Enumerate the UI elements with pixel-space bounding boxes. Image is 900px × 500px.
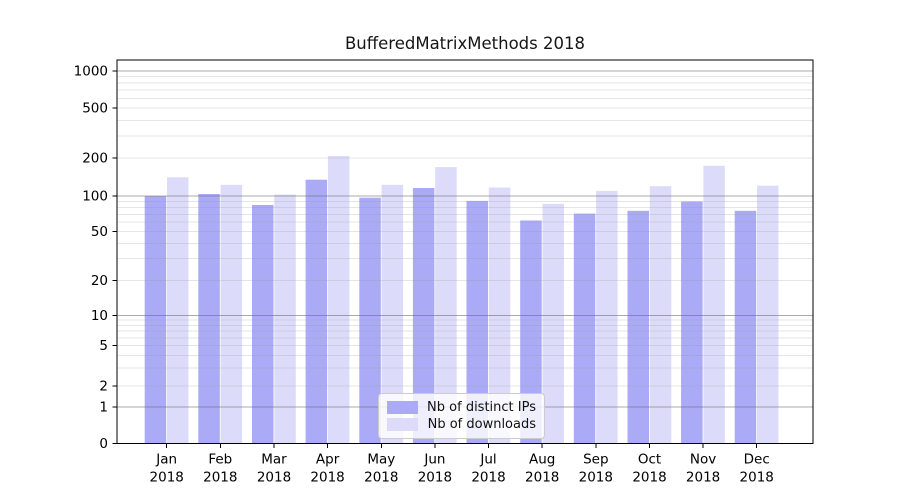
legend-label-downloads: Nb of downloads xyxy=(427,417,536,433)
x-tick-label-month: Aug xyxy=(529,452,555,468)
bar-distinct-ips xyxy=(573,213,596,444)
x-tick-label-year: 2018 xyxy=(525,470,559,486)
bar-distinct-ips xyxy=(305,179,328,444)
legend-swatch-downloads xyxy=(387,418,418,432)
y-tick-label: 2 xyxy=(99,378,108,394)
x-tick-label-year: 2018 xyxy=(310,470,344,486)
bar-distinct-ips xyxy=(144,196,167,444)
x-tick-label-year: 2018 xyxy=(257,470,291,486)
bar-distinct-ips xyxy=(734,210,757,444)
bar-downloads xyxy=(703,165,725,444)
y-tick-label: 10 xyxy=(91,308,108,324)
x-tick-label-year: 2018 xyxy=(579,470,613,486)
x-tick-label-year: 2018 xyxy=(471,470,505,486)
y-tick-label: 500 xyxy=(82,101,108,117)
y-tick-label: 50 xyxy=(91,224,108,240)
gridlines-group xyxy=(117,70,813,408)
legend-label-distinct-ips: Nb of distinct IPs xyxy=(427,399,536,415)
bar-distinct-ips xyxy=(681,201,703,444)
bar-downloads xyxy=(274,194,296,444)
x-tick-label-year: 2018 xyxy=(632,470,666,486)
x-tick-label-year: 2018 xyxy=(418,470,452,486)
x-tick-label-month: Nov xyxy=(690,452,716,468)
bar-distinct-ips xyxy=(627,210,649,444)
x-tick-label-year: 2018 xyxy=(686,470,720,486)
bars-group xyxy=(144,156,779,444)
bar-downloads xyxy=(435,167,457,444)
y-tick-label: 1000 xyxy=(74,64,108,80)
x-axis-group: Jan 2018 Feb 2018 Mar 2018 Apr 2018 May 2018 Jun 20… xyxy=(150,443,774,486)
bar-distinct-ips xyxy=(466,200,488,444)
x-tick-label-year: 2018 xyxy=(203,470,237,486)
x-tick-label-month: Oct xyxy=(638,452,661,468)
x-tick-label-year: 2018 xyxy=(740,470,774,486)
bar-downloads xyxy=(327,156,350,444)
bar-distinct-ips xyxy=(359,197,381,444)
bar-downloads xyxy=(167,177,189,444)
y-tick-label: 20 xyxy=(91,273,108,289)
legend-item-downloads: Nb of downloads xyxy=(385,417,536,433)
bar-downloads xyxy=(381,184,404,444)
bar-distinct-ips xyxy=(520,220,542,444)
x-tick-label-month: Jun xyxy=(423,452,445,468)
bar-downloads xyxy=(757,185,779,444)
y-tick-label: 0 xyxy=(99,436,108,452)
x-tick-label-month: Jul xyxy=(479,452,496,468)
bar-downloads xyxy=(596,190,618,444)
bar-distinct-ips xyxy=(198,194,220,444)
bar-downloads xyxy=(542,203,564,444)
x-tick-label-month: Feb xyxy=(208,452,232,468)
legend: Nb of distinct IPs Nb of downloads xyxy=(378,393,545,439)
x-tick-label-month: May xyxy=(367,452,395,468)
x-tick-label-year: 2018 xyxy=(150,470,184,486)
bar-downloads xyxy=(220,184,243,444)
bar-downloads xyxy=(649,186,672,444)
chart-title: BufferedMatrixMethods 2018 xyxy=(344,34,585,53)
y-tick-label: 100 xyxy=(82,189,108,205)
plot-border xyxy=(116,59,814,444)
x-tick-label-month: Sep xyxy=(583,452,608,468)
legend-swatch-distinct-ips xyxy=(387,400,418,414)
bar-distinct-ips xyxy=(252,205,274,444)
y-tick-label: 1 xyxy=(99,399,108,415)
y-tick-label: 5 xyxy=(99,338,108,354)
x-tick-label-month: Apr xyxy=(316,452,340,468)
legend-item-distinct-ips: Nb of distinct IPs xyxy=(385,399,536,415)
y-tick-label: 200 xyxy=(82,151,108,167)
x-tick-label-month: Jan xyxy=(155,452,177,468)
y-axis-group: 0 1 2 5 10 20 50 100 200 500 1000 xyxy=(74,64,117,452)
x-tick-label-year: 2018 xyxy=(364,470,398,486)
x-tick-label-month: Dec xyxy=(744,452,770,468)
x-tick-label-month: Mar xyxy=(261,452,287,468)
